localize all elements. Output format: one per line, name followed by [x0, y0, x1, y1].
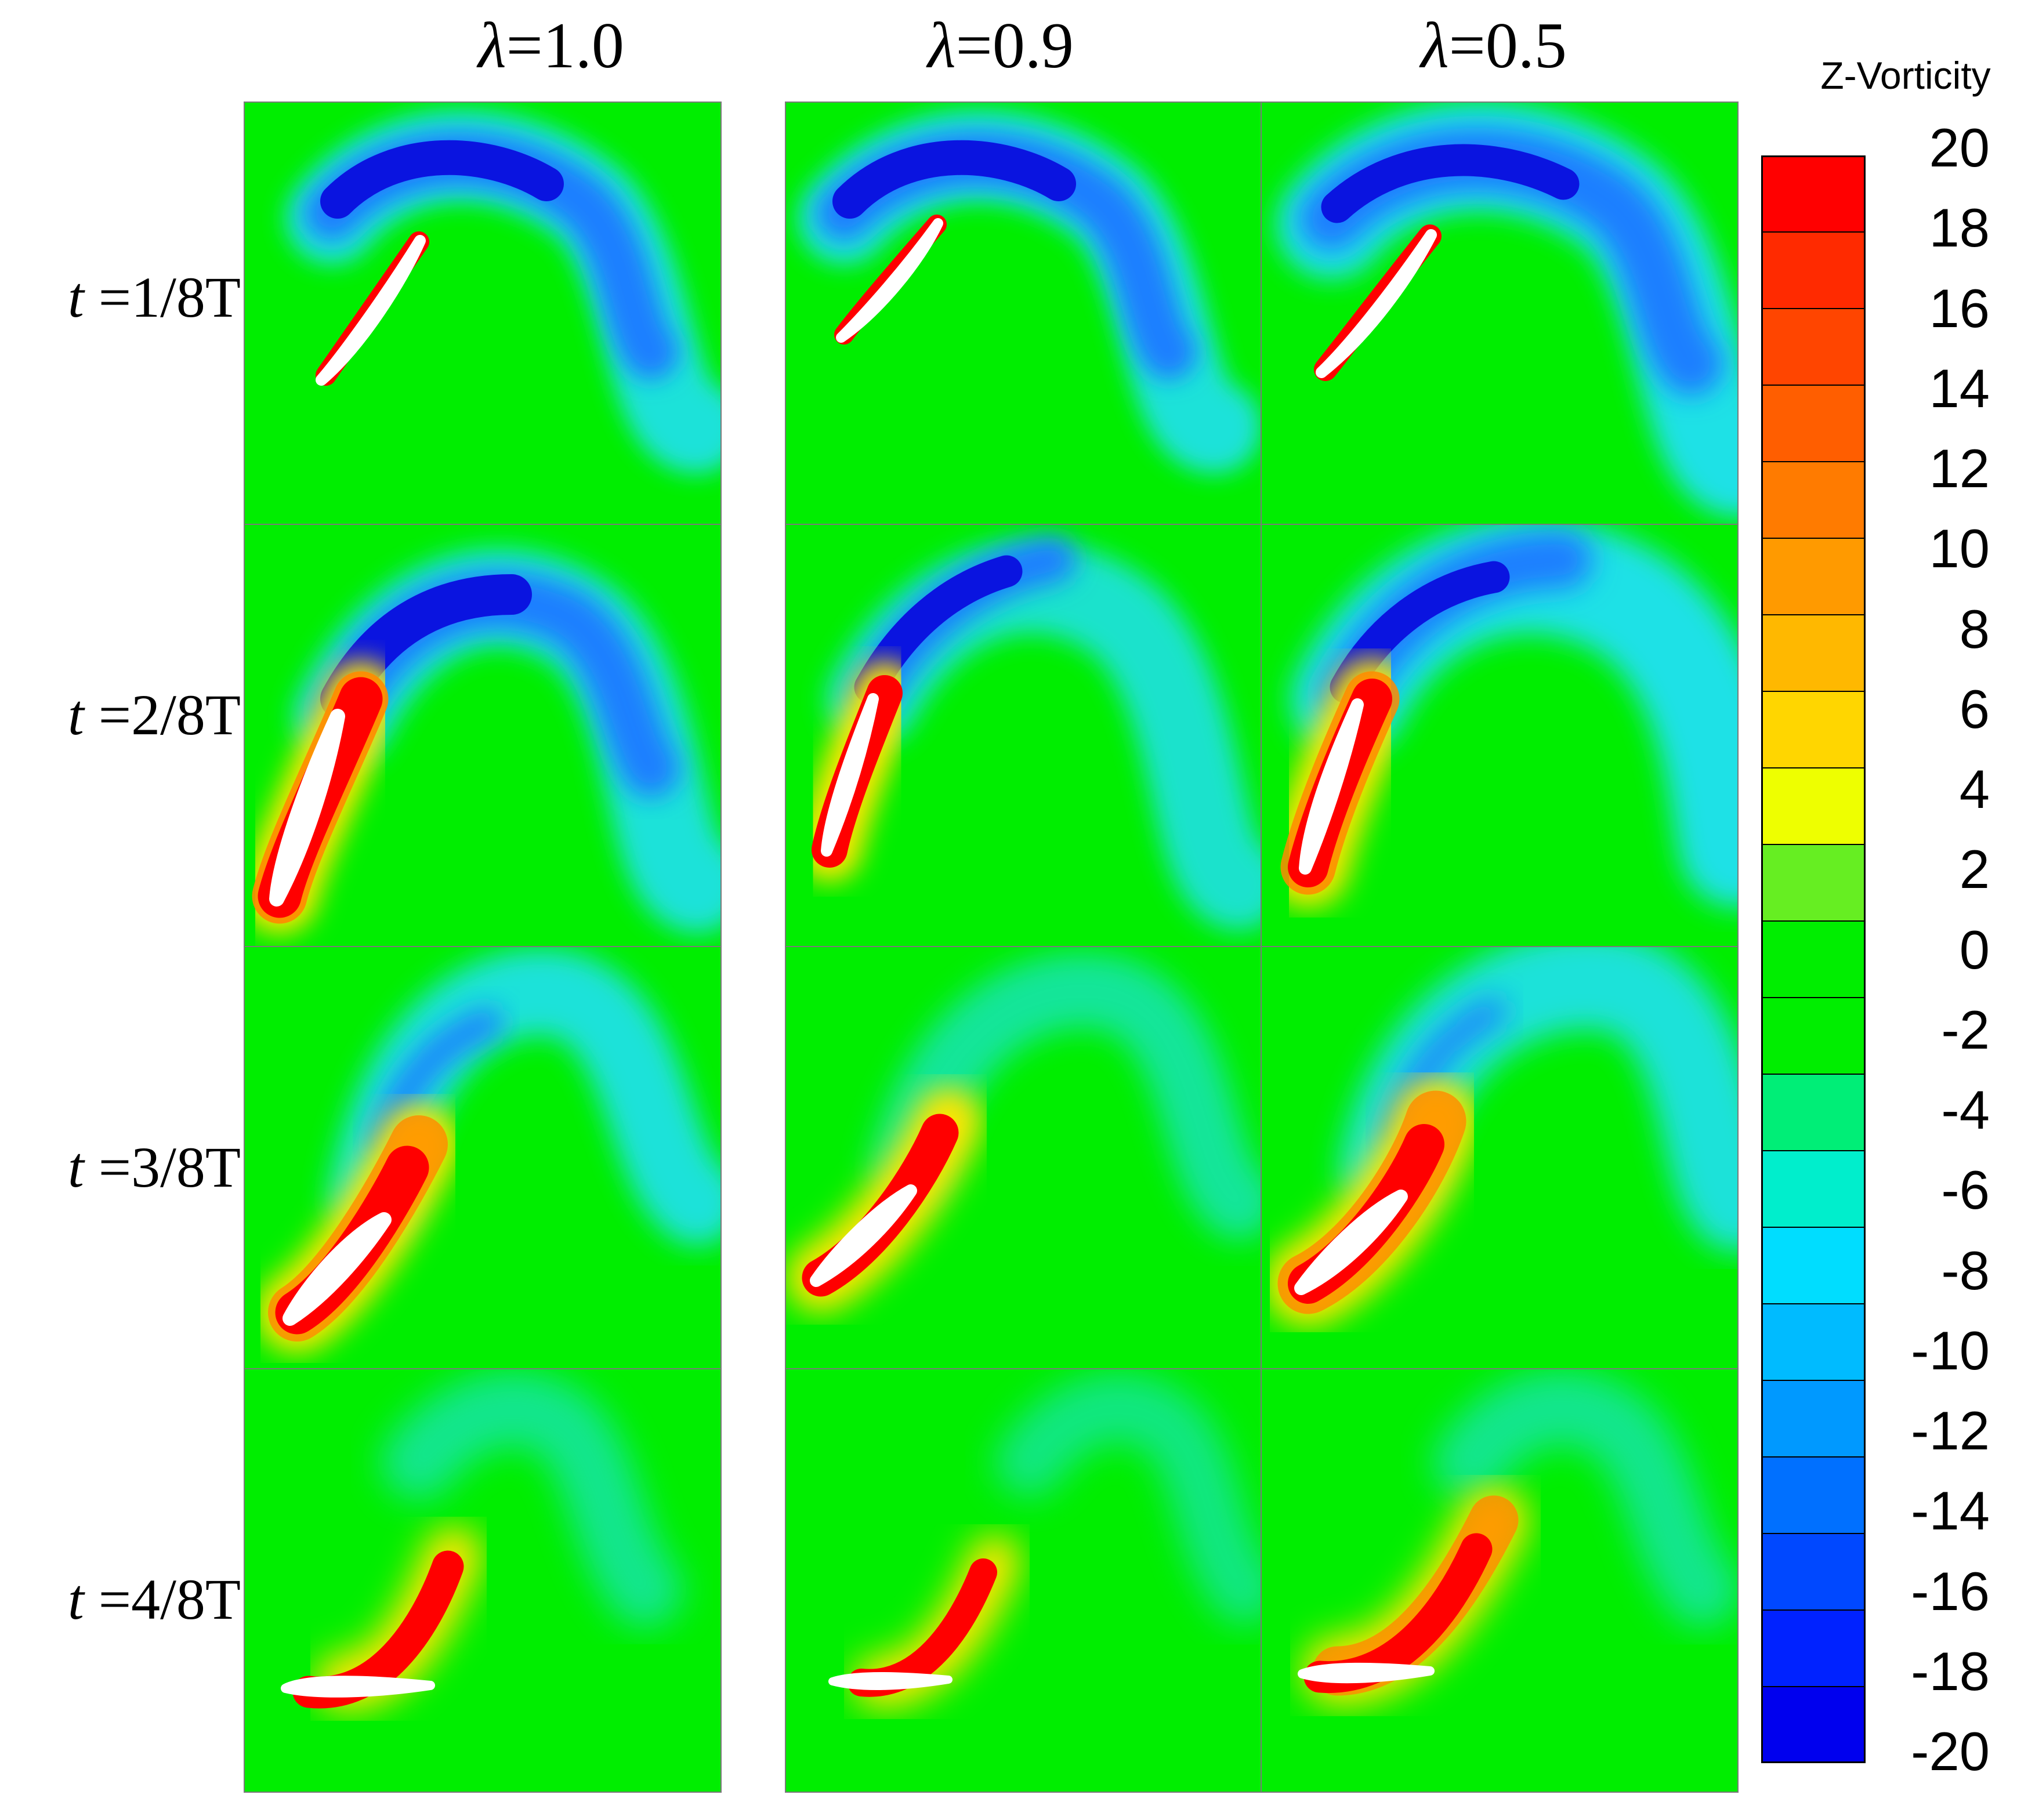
row-header-t4: t =4/8T [0, 1566, 241, 1633]
colorbar-level [1761, 538, 1866, 615]
time-symbol: t [67, 265, 84, 329]
column-value: =1.0 [506, 10, 624, 82]
colorbar-level [1761, 998, 1866, 1075]
row-header-t1: t =1/8T [0, 264, 241, 331]
colorbar-tick-label: -14 [1911, 1480, 1990, 1542]
time-symbol: t [67, 1135, 84, 1199]
colorbar-tick-label: -20 [1911, 1721, 1990, 1782]
column-header-lambda-0.9: λ=0.9 [879, 9, 1122, 84]
colorbar-tick-label: -18 [1911, 1640, 1990, 1702]
column-value: =0.5 [1448, 10, 1567, 82]
lambda-symbol: λ [1421, 10, 1449, 82]
colorbar-level [1761, 1151, 1866, 1228]
row-header-t2: t =2/8T [0, 681, 241, 748]
vorticity-panel-t1-lambda-0.9 [785, 101, 1263, 526]
vorticity-panel-t1-lambda-0.5 [1261, 101, 1739, 526]
colorbar-tick-label: 12 [1929, 438, 1990, 499]
colorbar-level [1761, 1227, 1866, 1304]
vorticity-panel-t3-lambda-1.0 [244, 946, 722, 1371]
lambda-symbol: λ [478, 10, 506, 82]
vorticity-panel-t1-lambda-1.0 [244, 101, 722, 526]
time-symbol: t [67, 1567, 84, 1632]
colorbar-level [1761, 155, 1866, 233]
column-value: =0.9 [955, 10, 1074, 82]
colorbar-level [1761, 1533, 1866, 1611]
time-symbol: t [67, 683, 84, 747]
colorbar-level [1761, 615, 1866, 692]
colorbar-tick-label: -8 [1941, 1239, 1990, 1301]
colorbar-level [1761, 1687, 1866, 1763]
colorbar-level [1761, 921, 1866, 998]
colorbar-level [1761, 462, 1866, 539]
colorbar-level [1761, 1380, 1866, 1458]
vorticity-panel-t4-lambda-0.5 [1261, 1368, 1739, 1793]
colorbar-level [1761, 691, 1866, 768]
row-header-t3: t =3/8T [0, 1134, 241, 1201]
vorticity-panel-t3-lambda-0.9 [785, 946, 1263, 1371]
colorbar-level [1761, 309, 1866, 386]
colorbar-level [1761, 1610, 1866, 1687]
vorticity-panel-t4-lambda-0.9 [785, 1368, 1263, 1793]
colorbar-level [1761, 844, 1866, 922]
colorbar-level [1761, 232, 1866, 309]
colorbar [1761, 155, 1866, 1763]
column-header-lambda-0.5: λ=0.5 [1372, 9, 1616, 84]
colorbar-tick-label: 2 [1959, 839, 1990, 900]
column-header-lambda-1.0: λ=1.0 [429, 9, 673, 84]
colorbar-tick-label: 20 [1929, 117, 1990, 178]
colorbar-tick-label: -6 [1941, 1159, 1990, 1221]
colorbar-tick-label: 4 [1959, 759, 1990, 820]
colorbar-title: Z-Vorticity [1820, 54, 1991, 97]
colorbar-level [1761, 768, 1866, 845]
vorticity-panel-t2-lambda-0.5 [1261, 524, 1739, 948]
row-value: =4/8T [84, 1567, 241, 1632]
colorbar-level [1761, 1304, 1866, 1381]
vorticity-panel-t4-lambda-1.0 [244, 1368, 722, 1793]
vorticity-panel-t3-lambda-0.5 [1261, 946, 1739, 1371]
vorticity-panel-t2-lambda-1.0 [244, 524, 722, 948]
colorbar-tick-label: 10 [1929, 518, 1990, 579]
colorbar-tick-label: 8 [1959, 598, 1990, 659]
colorbar-tick-label: 18 [1929, 197, 1990, 259]
vorticity-panel-t2-lambda-0.9 [785, 524, 1263, 948]
colorbar-tick-label: -4 [1941, 1079, 1990, 1140]
colorbar-level [1761, 1074, 1866, 1151]
colorbar-tick-label: 6 [1959, 678, 1990, 739]
colorbar-level [1761, 1457, 1866, 1534]
row-value: =2/8T [84, 683, 241, 747]
lambda-symbol: λ [928, 10, 956, 82]
colorbar-level [1761, 385, 1866, 462]
colorbar-tick-label: -12 [1911, 1400, 1990, 1461]
colorbar-tick-label: -10 [1911, 1319, 1990, 1381]
colorbar-tick-label: 0 [1959, 919, 1990, 980]
colorbar-tick-label: -2 [1941, 999, 1990, 1060]
row-value: =1/8T [84, 265, 241, 329]
row-value: =3/8T [84, 1135, 241, 1199]
colorbar-tick-label: 16 [1929, 277, 1990, 339]
colorbar-tick-label: -16 [1911, 1560, 1990, 1622]
colorbar-tick-label: 14 [1929, 357, 1990, 419]
